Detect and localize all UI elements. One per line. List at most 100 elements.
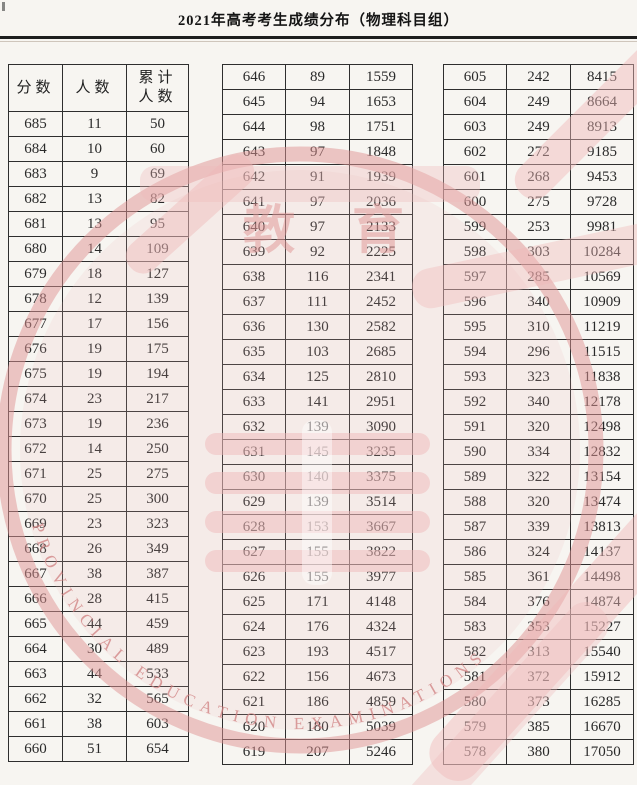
table-cell: 3090: [349, 414, 413, 440]
table-cell: 186: [285, 689, 350, 715]
table-cell: 646: [222, 64, 286, 90]
table-cell: 676: [8, 336, 63, 362]
table-row: 638 116 2341: [222, 264, 413, 290]
table-cell: 682: [8, 186, 63, 212]
table-cell: 2810: [349, 364, 413, 390]
table-cell: 670: [8, 486, 63, 512]
table-cell: 4148: [349, 589, 413, 615]
table-cell: 681: [8, 211, 63, 237]
table-body: 685 11 50 684 10 60 683 9 69 682 13 82 681 13 95 680 14 1…: [8, 111, 189, 762]
table-cell: 268: [506, 164, 571, 190]
table-cell: 10284: [570, 239, 634, 265]
table-cell: 207: [285, 739, 350, 765]
table-row: 671 25 275: [8, 461, 189, 487]
table-cell: 353: [506, 614, 571, 640]
table-cell: 11: [62, 111, 127, 137]
table-cell: 661: [8, 711, 63, 737]
table-cell: 38: [62, 711, 127, 737]
table-cell: 51: [62, 736, 127, 762]
table-cell: 10909: [570, 289, 634, 315]
table-cell: 38: [62, 561, 127, 587]
table-cell: 323: [506, 364, 571, 390]
table-cell: 349: [126, 536, 189, 562]
table-cell: 673: [8, 411, 63, 437]
table-row: 599 253 9981: [443, 214, 634, 240]
table-cell: 592: [443, 389, 507, 415]
table-cell: 624: [222, 614, 286, 640]
table-row: 636 130 2582: [222, 314, 413, 340]
table-cell: 323: [126, 511, 189, 537]
table-cell: 586: [443, 539, 507, 565]
table-row: 597 285 10569: [443, 264, 634, 290]
table-cell: 581: [443, 664, 507, 690]
table-cell: 13154: [570, 464, 634, 490]
table-cell: 253: [506, 214, 571, 240]
table-row: 660 51 654: [8, 736, 189, 762]
table-cell: 665: [8, 611, 63, 637]
table-cell: 593: [443, 364, 507, 390]
table-cell: 635: [222, 339, 286, 365]
table-row: 619 207 5246: [222, 739, 413, 765]
table-cell: 1559: [349, 64, 413, 90]
table-row: 641 97 2036: [222, 189, 413, 215]
table-cell: 627: [222, 539, 286, 565]
table-cell: 645: [222, 89, 286, 115]
table-cell: 15912: [570, 664, 634, 690]
table-cell: 9: [62, 161, 127, 187]
table-row: 683 9 69: [8, 161, 189, 187]
table-cell: 320: [506, 489, 571, 515]
table-cell: 9453: [570, 164, 634, 190]
table-cell: 685: [8, 111, 63, 137]
table-cell: 19: [62, 336, 127, 362]
table-cell: 340: [506, 289, 571, 315]
table-row: 591 320 12498: [443, 414, 634, 440]
table-cell: 654: [126, 736, 189, 762]
table-cell: 2582: [349, 314, 413, 340]
table-cell: 583: [443, 614, 507, 640]
table-cell: 300: [126, 486, 189, 512]
table-cell: 590: [443, 439, 507, 465]
table-cell: 23: [62, 511, 127, 537]
table-cell: 565: [126, 686, 189, 712]
table-cell: 109: [126, 236, 189, 262]
table-row: 674 23 217: [8, 386, 189, 412]
table-cell: 272: [506, 139, 571, 165]
table-cell: 679: [8, 261, 63, 287]
header-score: 分数: [8, 64, 63, 112]
table-cell: 10: [62, 136, 127, 162]
table-cell: 69: [126, 161, 189, 187]
table-row: 684 10 60: [8, 136, 189, 162]
table-cell: 322: [506, 464, 571, 490]
table-cell: 3235: [349, 439, 413, 465]
table-row: 646 89 1559: [222, 64, 413, 90]
table-cell: 15227: [570, 614, 634, 640]
table-cell: 603: [443, 114, 507, 140]
table-cell: 13813: [570, 514, 634, 540]
table-cell: 275: [126, 461, 189, 487]
table-row: 584 376 14874: [443, 589, 634, 615]
table-cell: 82: [126, 186, 189, 212]
table-row: 602 272 9185: [443, 139, 634, 165]
table-row: 604 249 8664: [443, 89, 634, 115]
table-cell: 130: [285, 314, 350, 340]
table-cell: 18: [62, 261, 127, 287]
table-row: 632 139 3090: [222, 414, 413, 440]
table-cell: 630: [222, 464, 286, 490]
table-cell: 13474: [570, 489, 634, 515]
table-row: 590 334 12832: [443, 439, 634, 465]
table-cell: 139: [285, 414, 350, 440]
table-cell: 3822: [349, 539, 413, 565]
table-row: 665 44 459: [8, 611, 189, 637]
table-cell: 604: [443, 89, 507, 115]
table-cell: 626: [222, 564, 286, 590]
table-row: 623 193 4517: [222, 639, 413, 665]
table-cell: 1848: [349, 139, 413, 165]
table-cell: 594: [443, 339, 507, 365]
table-row: 644 98 1751: [222, 114, 413, 140]
table-cell: 668: [8, 536, 63, 562]
table-row: 583 353 15227: [443, 614, 634, 640]
table-row: 667 38 387: [8, 561, 189, 587]
table-cell: 385: [506, 714, 571, 740]
table-row: 673 19 236: [8, 411, 189, 437]
table-cell: 8913: [570, 114, 634, 140]
